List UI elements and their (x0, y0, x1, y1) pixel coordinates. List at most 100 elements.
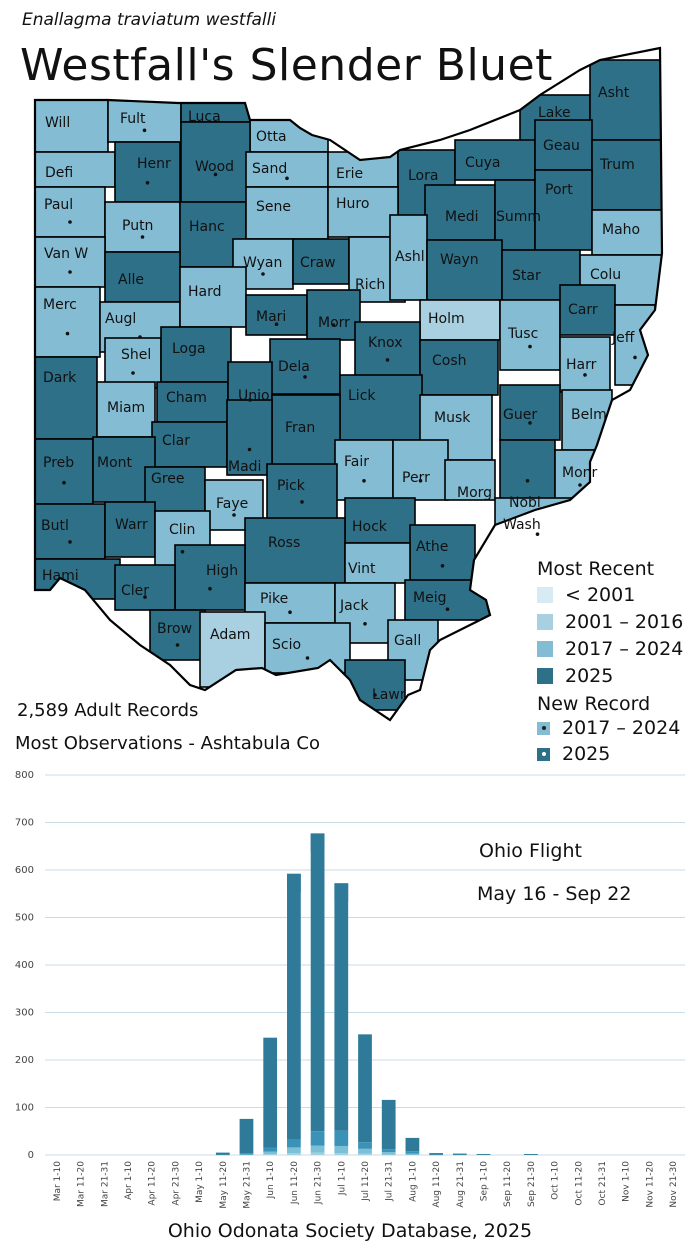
ohio-county-map: Will Fult Luca Otta Lake Asht Defi Henr Wood Sand… (33, 46, 664, 722)
bar-cap (310, 833, 325, 852)
legend-item: < 2001 (537, 584, 683, 606)
x-tick-label: May 11-20 (219, 1161, 229, 1209)
bar-segment (358, 1142, 372, 1149)
new-record-dot (131, 371, 135, 375)
x-tick-label: Sep 21-30 (527, 1161, 537, 1207)
x-tick-label: Aug 1-10 (408, 1161, 418, 1202)
bar-segment (381, 1149, 396, 1153)
map-legend: Most Recent < 2001 2001 – 2016 2017 – 2024… (537, 558, 683, 769)
county-guer (499, 384, 561, 441)
county-label: Gall (394, 633, 421, 649)
y-tick-label: 100 (15, 1103, 34, 1114)
new-record-dot (274, 322, 279, 327)
new-record-dot (583, 373, 587, 377)
legend-swatch (537, 614, 553, 630)
county-label: Unio (238, 388, 270, 404)
new-record-dot (143, 595, 147, 599)
county-alle (104, 251, 181, 303)
county-label: Meig (413, 590, 446, 606)
bar-segment (310, 1145, 325, 1153)
county-label: Clin (169, 522, 195, 538)
county-geau (534, 119, 593, 171)
species-common-name: Westfall's Slender Bluet (20, 40, 553, 91)
bar-segment (334, 1153, 349, 1155)
y-tick-label: 800 (15, 770, 34, 781)
legend-swatch-dot (537, 747, 550, 761)
x-tick-label: May 21-31 (242, 1161, 252, 1209)
x-tick-label: Sep 1-10 (480, 1161, 490, 1202)
county-lawr (344, 659, 406, 711)
new-record-dot (261, 272, 265, 276)
new-record-dot (418, 479, 423, 483)
footer-source: Ohio Odonata Society Database, 2025 (167, 1220, 533, 1242)
county-label: Port (545, 182, 573, 198)
county-label: Star (512, 268, 541, 284)
new-record-dot (362, 479, 366, 483)
bar-segment (452, 1154, 467, 1156)
county-label: Dela (278, 359, 310, 375)
x-tick-label: Apr 1-10 (124, 1161, 134, 1200)
county-dela (269, 338, 341, 395)
new-record-dot (138, 335, 142, 339)
county-label: Fair (344, 454, 369, 470)
y-tick-label: 0 (28, 1150, 34, 1161)
county-wayn (426, 239, 503, 301)
county-label: Jeff (611, 330, 635, 346)
county-label: Alle (118, 272, 144, 288)
county-cham (156, 381, 229, 423)
county-label: Hock (352, 519, 388, 535)
legend-label: < 2001 (565, 584, 636, 606)
legend-swatch (537, 587, 553, 603)
county-label: Dark (43, 370, 77, 386)
county-label: Summ (496, 209, 541, 225)
new-record-dot (285, 176, 289, 181)
new-record-dot (68, 220, 72, 224)
x-tick-label: Oct 11-20 (574, 1161, 584, 1206)
legend-label: 2017 – 2024 (565, 638, 684, 660)
county-pick (266, 463, 338, 520)
county-label: Cham (166, 390, 207, 406)
county-label: Mari (256, 309, 286, 325)
county-vint (344, 542, 411, 584)
county-trum (591, 139, 662, 211)
bar-segment (287, 1139, 301, 1148)
bar-segment (405, 1153, 420, 1155)
chart-subtitle: May 16 - Sep 22 (477, 883, 631, 905)
new-record-dot (232, 513, 236, 517)
bar-segment (310, 1152, 325, 1155)
county-label: Madi (228, 459, 261, 475)
county-label: Paul (44, 197, 73, 213)
county-label: Putn (122, 218, 153, 234)
x-tick-label: Oct 1-10 (551, 1161, 561, 1200)
bar-segment (215, 1154, 230, 1156)
legend-item: 2025 (537, 743, 683, 765)
new-record-dot (440, 564, 445, 568)
county-label: Brow (157, 621, 192, 637)
county-label: Merc (43, 297, 77, 313)
county-label: Musk (434, 410, 471, 426)
bar-segment (358, 1034, 372, 1143)
county-label: Fult (120, 111, 146, 127)
county-label: Will (45, 115, 70, 131)
bar-cap (334, 883, 349, 902)
bar-segment (239, 1118, 254, 1154)
legend-swatch (537, 668, 553, 684)
x-tick-label: Aug 11-20 (432, 1161, 442, 1208)
bar-segment (405, 1151, 420, 1154)
legend-swatch-dot (537, 721, 550, 735)
county-label: Ashl (395, 249, 425, 265)
county-label: Knox (368, 335, 402, 351)
county-morr (306, 289, 361, 341)
bar-segment (239, 1154, 254, 1156)
new-record-dot (62, 480, 66, 485)
x-tick-label: Jul 11-20 (361, 1161, 371, 1202)
county-label: Hami (42, 568, 79, 584)
legend-swatch (537, 641, 553, 657)
new-record-dot (578, 483, 582, 487)
county-label: Colu (590, 267, 621, 283)
county-athe (409, 524, 476, 586)
county-lick (339, 374, 423, 441)
bar-segment (405, 1137, 420, 1152)
new-record-dot (331, 323, 336, 327)
new-record-dot (248, 398, 252, 402)
